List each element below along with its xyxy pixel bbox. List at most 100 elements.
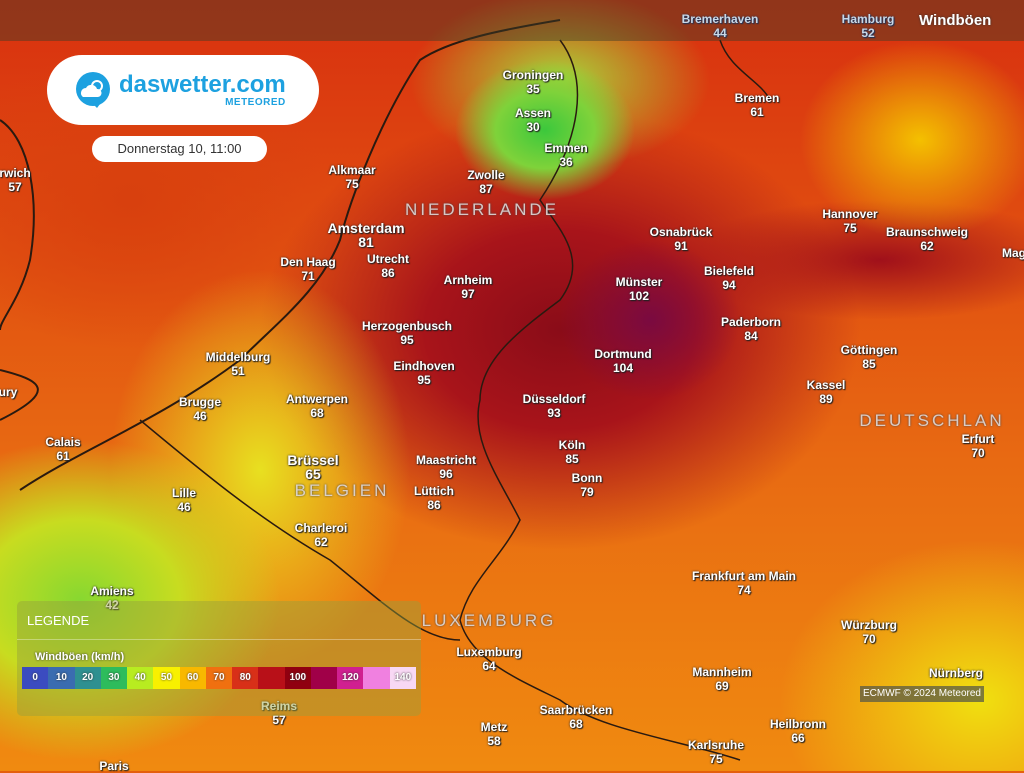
city-label[interactable]: Erfurt 70: [962, 432, 995, 460]
city-label[interactable]: Assen 30: [515, 106, 551, 134]
city-name: Göttingen: [840, 343, 898, 357]
city-label[interactable]: Metz 58: [481, 720, 508, 748]
city-label[interactable]: Groningen 35: [503, 68, 564, 96]
logo-sub: METEORED: [225, 96, 286, 108]
scale-step: 60: [179, 667, 206, 689]
wind-gust-value: 57: [8, 180, 22, 194]
city-name: Bielefeld: [703, 264, 755, 278]
city-label[interactable]: Lille 46: [172, 486, 196, 514]
city-label[interactable]: Hannover 75: [822, 207, 877, 235]
city-label[interactable]: Bonn 79: [572, 471, 603, 499]
city-label[interactable]: Paris: [99, 759, 128, 773]
city-label[interactable]: Bielefeld 94: [704, 264, 754, 292]
city-label[interactable]: Calais 61: [45, 435, 80, 463]
wind-gust-value: 66: [791, 731, 805, 745]
scale-step: 80: [232, 667, 259, 689]
city-name: Münster: [615, 275, 663, 289]
city-label[interactable]: Würzburg 70: [841, 618, 897, 646]
scale-step: [363, 667, 390, 689]
city-label[interactable]: rwich 57: [0, 166, 31, 194]
city-label[interactable]: Alkmaar 75: [328, 163, 375, 191]
city-label[interactable]: Mag: [1002, 246, 1024, 260]
city-label[interactable]: Saarbrücken 68: [540, 703, 613, 731]
city-label[interactable]: Antwerpen 68: [286, 392, 348, 420]
city-label[interactable]: Lüttich 86: [414, 484, 454, 512]
wind-gust-value: 71: [301, 269, 315, 283]
city-name: Antwerpen: [285, 392, 349, 406]
scale-step: 0: [22, 667, 49, 689]
city-name: Den Haag: [280, 255, 336, 269]
country-label: LUXEMBURG: [421, 611, 557, 630]
city-label[interactable]: Charleroi 62: [295, 521, 348, 549]
city-label[interactable]: Dortmund 104: [594, 347, 651, 375]
wind-gust-value: 58: [487, 734, 501, 748]
city-label[interactable]: Brüssel 65: [287, 453, 338, 481]
city-label[interactable]: Amsterdam 81: [327, 221, 404, 249]
city-label[interactable]: Utrecht 86: [367, 252, 409, 280]
city-label[interactable]: Bremerhaven 44: [682, 12, 759, 40]
city-label[interactable]: Düsseldorf 93: [523, 392, 586, 420]
color-scale: 0 10 20 30 40 50 60 70 80 100 120 140: [22, 667, 416, 689]
city-label[interactable]: Frankfurt am Main 74: [692, 569, 796, 597]
city-label[interactable]: Den Haag 71: [280, 255, 335, 283]
city-label[interactable]: Heilbronn 66: [770, 717, 826, 745]
city-label[interactable]: Maastricht 96: [416, 453, 476, 481]
city-label[interactable]: Göttingen 85: [841, 343, 898, 371]
city-name: Paderborn: [720, 315, 782, 329]
city-label[interactable]: Zwolle 87: [467, 168, 504, 196]
forecast-time-button[interactable]: Donnerstag 10, 11:00: [92, 136, 267, 162]
wind-gust-value: 70: [862, 632, 876, 646]
scale-step: [310, 667, 338, 689]
city-label[interactable]: Eindhoven 95: [393, 359, 454, 387]
wind-gust-value: 74: [737, 583, 751, 597]
city-name: Reims: [260, 699, 298, 713]
city-label[interactable]: Bremen 61: [735, 91, 780, 119]
city-label[interactable]: ury: [0, 385, 17, 399]
wind-gust-value: 69: [715, 679, 729, 693]
city-name: Osnabrück: [649, 225, 713, 239]
city-label[interactable]: Nürnberg: [929, 666, 983, 680]
legend-panel[interactable]: LEGENDE Windböen (km/h) 0 10 20 30 40 50 60 70 8…: [17, 601, 421, 716]
city-label[interactable]: Mannheim 69: [692, 665, 751, 693]
city-name: Hannover: [822, 207, 878, 221]
city-label[interactable]: Braunschweig 62: [886, 225, 968, 253]
city-name: Assen: [514, 106, 552, 120]
city-label[interactable]: Osnabrück 91: [650, 225, 713, 253]
city-label[interactable]: Karlsruhe 75: [688, 738, 744, 766]
city-label[interactable]: Reims 57: [261, 699, 297, 727]
scale-step: 100: [284, 667, 311, 689]
city-name: Brüssel: [287, 452, 339, 468]
scale-step: 30: [100, 667, 128, 689]
city-name: Düsseldorf: [522, 392, 586, 406]
city-name: Nürnberg: [929, 666, 983, 680]
daswetter-logo[interactable]: daswetter.com METEORED: [47, 55, 319, 125]
city-label[interactable]: Paderborn 84: [721, 315, 781, 343]
map-layer-title: Windböen: [919, 12, 992, 29]
wind-gust-value: 75: [345, 177, 359, 191]
city-name: Amiens: [90, 584, 134, 598]
country-label: BELGIEN: [294, 481, 390, 500]
wind-gust-value: 61: [56, 449, 70, 463]
city-label[interactable]: Hamburg 52: [842, 12, 895, 40]
wind-gust-value: 44: [713, 26, 727, 40]
city-label[interactable]: Herzogenbusch 95: [362, 319, 452, 347]
wind-gust-value: 97: [461, 287, 475, 301]
cloud-sun-icon: [76, 72, 110, 108]
city-label[interactable]: Münster 102: [616, 275, 663, 303]
city-label[interactable]: Middelburg 51: [206, 350, 271, 378]
wind-gust-value: 46: [193, 409, 207, 423]
city-label[interactable]: Arnheim 97: [444, 273, 493, 301]
top-bar: [0, 0, 1024, 41]
city-label[interactable]: Emmen 36: [544, 141, 587, 169]
city-label[interactable]: Luxemburg 64: [456, 645, 521, 673]
wind-gust-value: 30: [526, 120, 540, 134]
wind-gust-value: 95: [400, 333, 414, 347]
city-label[interactable]: Köln 85: [559, 438, 586, 466]
city-label[interactable]: Kassel 89: [807, 378, 846, 406]
city-name: Bremerhaven: [681, 12, 759, 26]
city-label[interactable]: Brugge 46: [179, 395, 221, 423]
wind-gust-value: 85: [862, 357, 876, 371]
city-label[interactable]: Amiens 42: [90, 584, 133, 612]
